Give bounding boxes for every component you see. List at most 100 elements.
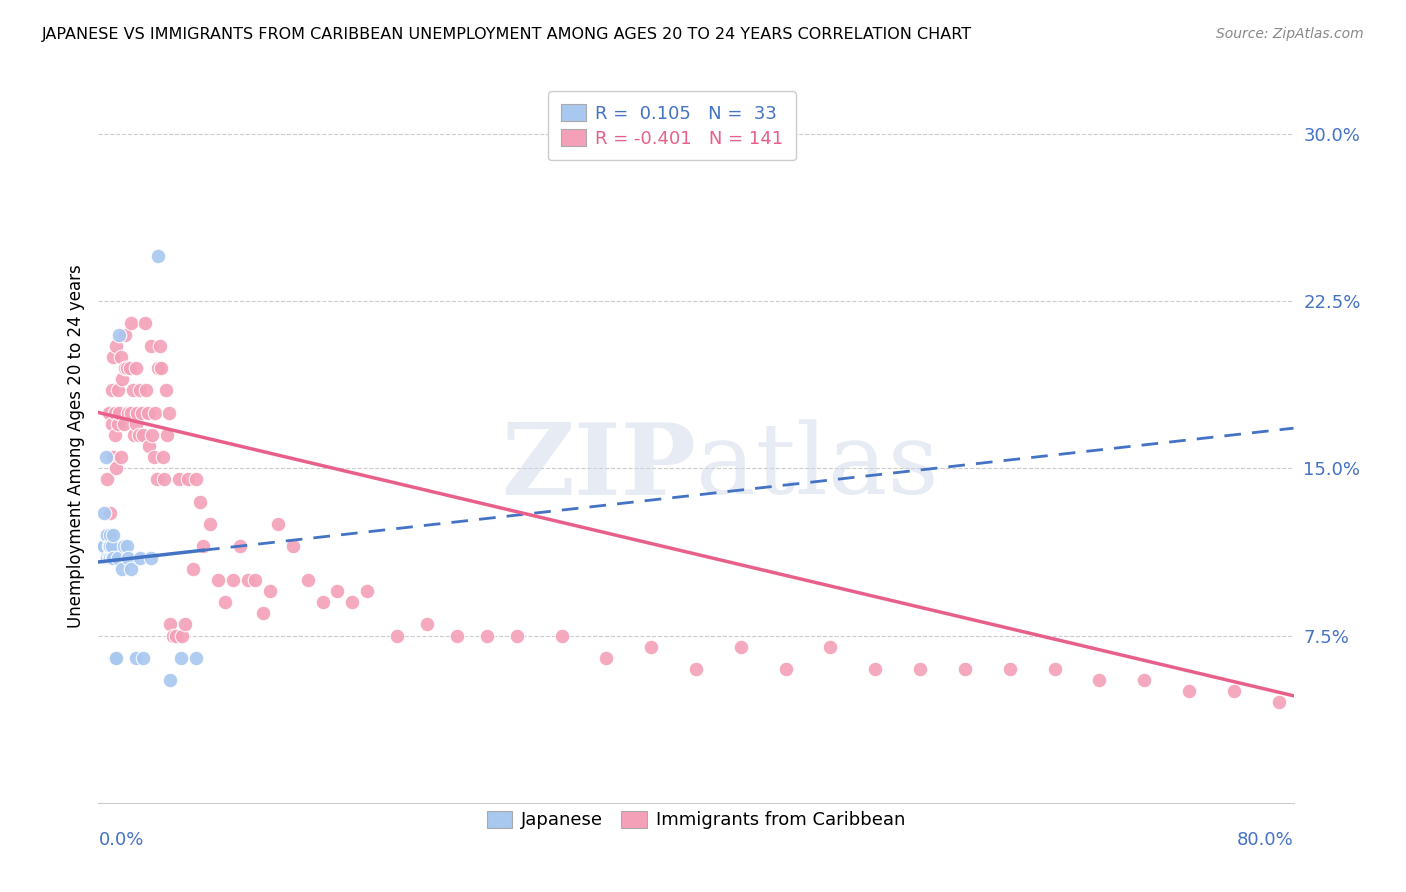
Point: [105, 651, 128, 665]
Point: [94, 450, 117, 464]
Point: [104, 427, 127, 442]
Point: [117, 405, 139, 419]
Y-axis label: Unemployment Among Ages 20 to 24 years: Unemployment Among Ages 20 to 24 years: [66, 264, 84, 628]
Point: [169, 651, 191, 665]
Point: [416, 617, 439, 632]
Legend: Japanese, Immigrants from Caribbean: Japanese, Immigrants from Caribbean: [479, 804, 912, 837]
Point: [104, 405, 127, 419]
Point: [141, 427, 163, 442]
Point: [101, 539, 124, 553]
Point: [124, 427, 146, 442]
Point: [131, 405, 153, 419]
Point: [111, 562, 134, 576]
Point: [127, 405, 149, 419]
Point: [207, 573, 229, 587]
Point: [181, 562, 204, 576]
Point: [184, 651, 207, 665]
Point: [120, 562, 142, 576]
Point: [475, 628, 498, 642]
Point: [550, 628, 572, 642]
Point: [98, 528, 122, 542]
Point: [356, 583, 378, 598]
Point: [135, 384, 157, 398]
Point: [236, 573, 259, 587]
Point: [118, 360, 141, 375]
Point: [1088, 673, 1111, 687]
Point: [112, 417, 135, 431]
Point: [112, 539, 135, 553]
Point: [245, 573, 267, 587]
Point: [730, 640, 752, 654]
Point: [97, 528, 120, 542]
Point: [96, 528, 118, 542]
Point: [114, 327, 136, 342]
Point: [174, 617, 197, 632]
Text: ZIP: ZIP: [501, 419, 696, 516]
Point: [188, 494, 211, 508]
Point: [110, 350, 132, 364]
Point: [820, 640, 842, 654]
Point: [142, 450, 165, 464]
Point: [129, 550, 152, 565]
Point: [259, 583, 281, 598]
Point: [114, 360, 136, 375]
Point: [775, 662, 797, 676]
Point: [953, 662, 976, 676]
Point: [121, 384, 143, 398]
Point: [98, 506, 122, 520]
Point: [229, 539, 252, 553]
Point: [91, 539, 114, 553]
Point: [93, 539, 115, 553]
Point: [908, 662, 931, 676]
Point: [148, 360, 170, 375]
Point: [97, 405, 120, 419]
Point: [93, 539, 115, 553]
Point: [342, 595, 364, 609]
Point: [107, 384, 129, 398]
Point: [96, 473, 118, 487]
Point: [177, 473, 200, 487]
Point: [117, 550, 139, 565]
Point: [1178, 684, 1201, 698]
Point: [97, 550, 120, 565]
Point: [110, 450, 132, 464]
Point: [155, 384, 177, 398]
Point: [1133, 673, 1156, 687]
Point: [139, 550, 162, 565]
Point: [157, 405, 180, 419]
Point: [159, 673, 181, 687]
Point: [101, 550, 124, 565]
Point: [125, 417, 148, 431]
Point: [191, 539, 214, 553]
Point: [93, 506, 115, 520]
Point: [222, 573, 245, 587]
Point: [640, 640, 662, 654]
Point: [1043, 662, 1066, 676]
Point: [105, 461, 128, 475]
Point: [326, 583, 349, 598]
Point: [134, 316, 156, 330]
Point: [107, 417, 129, 431]
Point: [132, 427, 155, 442]
Point: [120, 405, 142, 419]
Point: [149, 338, 172, 352]
Point: [159, 617, 181, 632]
Point: [139, 338, 162, 352]
Point: [145, 473, 167, 487]
Point: [115, 539, 138, 553]
Point: [129, 384, 152, 398]
Point: [120, 316, 142, 330]
Text: JAPANESE VS IMMIGRANTS FROM CARIBBEAN UNEMPLOYMENT AMONG AGES 20 TO 24 YEARS COR: JAPANESE VS IMMIGRANTS FROM CARIBBEAN UN…: [42, 27, 973, 42]
Point: [107, 550, 129, 565]
Point: [148, 249, 170, 264]
Point: [98, 550, 122, 565]
Point: [184, 473, 207, 487]
Point: [685, 662, 707, 676]
Point: [172, 628, 194, 642]
Point: [94, 528, 117, 542]
Point: [153, 473, 176, 487]
Point: [595, 651, 617, 665]
Point: [101, 384, 124, 398]
Point: [115, 360, 138, 375]
Point: [105, 338, 128, 352]
